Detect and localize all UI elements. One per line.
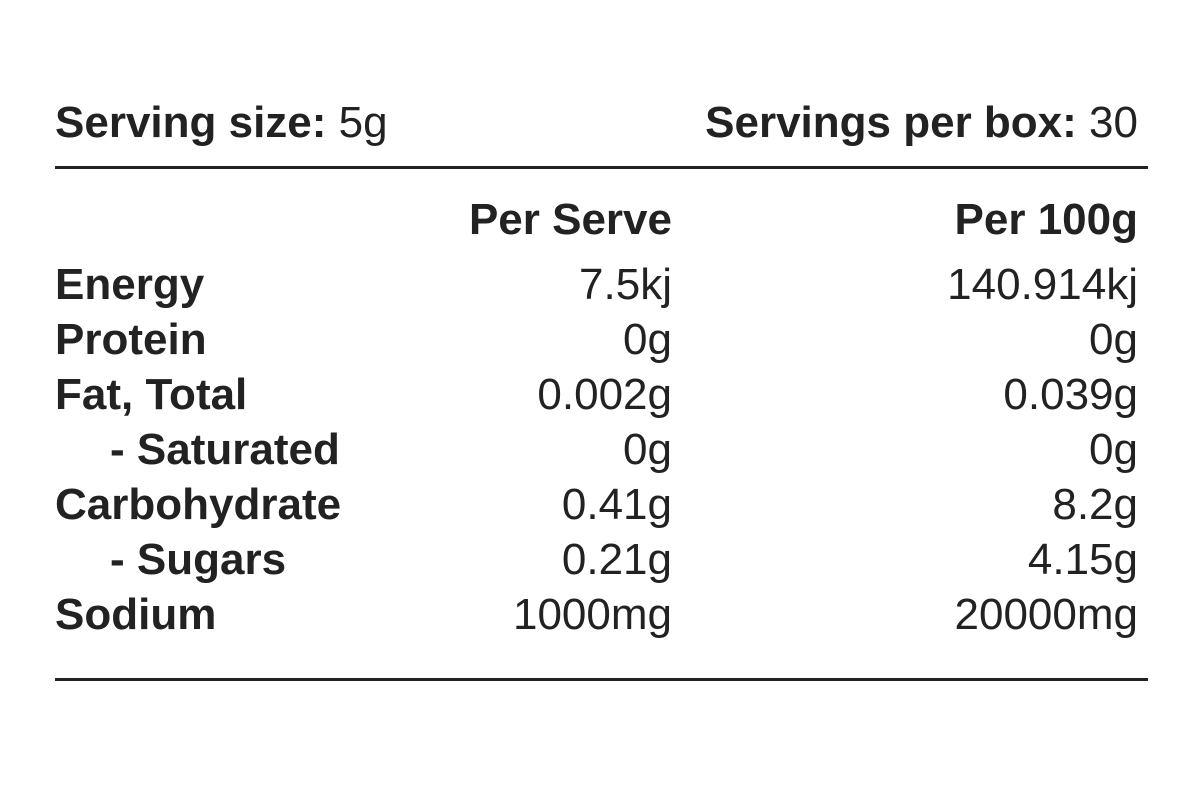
servings-label: Servings per box: [705, 98, 1077, 147]
per-serve-value: 7.5kj [579, 260, 672, 309]
row-label: Sodium [55, 590, 217, 639]
serving-size: Serving size: 5g [55, 98, 388, 148]
bottom-rule [55, 678, 1148, 681]
top-rule [55, 166, 1148, 169]
per-serve-value: 0g [623, 315, 672, 364]
per-100g-value: 0.039g [1003, 370, 1138, 419]
per-100g-value: 0g [1089, 315, 1138, 364]
per-serve-value: 0.21g [561, 535, 672, 584]
per-100g-value: 20000mg [954, 590, 1138, 639]
per-serve-value: 0g [623, 425, 672, 474]
servings-value: 30 [1089, 98, 1138, 147]
serving-size-value: 5g [338, 98, 388, 147]
column-header: Per Serve [468, 195, 672, 244]
servings-per-box: Servings per box: 30 [705, 98, 1138, 148]
per-serve-value: 0.002g [537, 370, 672, 419]
per-100g-value: 8.2g [1052, 480, 1138, 529]
per-100g-value: 4.15g [1027, 535, 1138, 584]
row-label: Energy [55, 260, 205, 309]
row-label: Fat, Total [55, 370, 248, 419]
row-label: Protein [55, 315, 207, 364]
per-100g-value: 0g [1089, 425, 1138, 474]
serving-size-label: Serving size: [55, 98, 327, 147]
per-serve-value: 0.41g [561, 480, 672, 529]
per-serve-value: 1000mg [512, 590, 672, 639]
row-label: Carbohydrate [55, 480, 342, 529]
row-label: - Sugars [110, 535, 287, 584]
per-100g-value: 140.914kj [947, 260, 1138, 309]
column-header: Per 100g [954, 195, 1138, 244]
row-label: - Saturated [110, 425, 340, 474]
